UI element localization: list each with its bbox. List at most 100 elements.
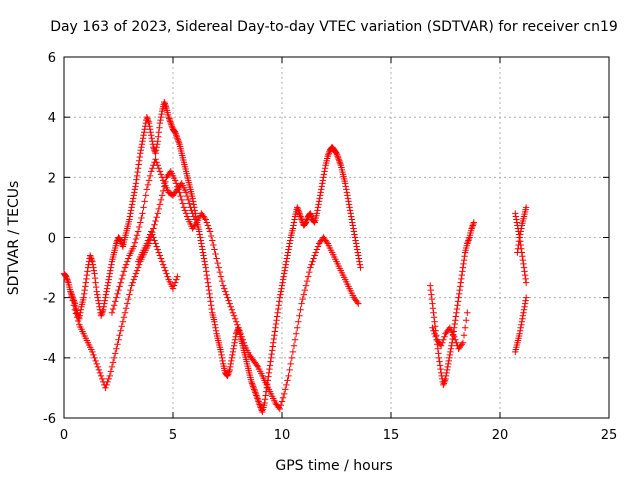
data-point	[519, 253, 526, 260]
data-point	[522, 204, 530, 211]
data-point	[108, 363, 116, 371]
data-point	[106, 273, 113, 280]
data-point	[105, 276, 112, 283]
data-point	[133, 267, 141, 274]
data-point	[159, 261, 167, 268]
data-point	[431, 323, 439, 330]
data-point	[282, 261, 290, 268]
data-point	[122, 261, 130, 268]
data-point	[98, 309, 106, 316]
data-point	[346, 207, 354, 214]
data-point	[280, 390, 288, 398]
data-point	[342, 180, 349, 187]
data-point	[451, 333, 458, 340]
data-point	[465, 235, 473, 243]
data-point	[64, 277, 72, 285]
data-point	[439, 339, 446, 346]
data-point	[142, 192, 149, 199]
data-point	[119, 318, 127, 325]
data-point	[226, 300, 233, 307]
data-point	[190, 201, 197, 208]
data-point	[304, 273, 312, 280]
data-point	[107, 368, 115, 375]
data-point	[135, 161, 142, 168]
data-point	[126, 213, 134, 220]
data-point	[254, 396, 262, 404]
data-point	[521, 300, 529, 307]
data-point	[229, 348, 237, 356]
data-point	[91, 354, 98, 362]
data-point	[458, 275, 465, 283]
data-point	[99, 308, 106, 315]
data-point	[165, 113, 172, 121]
data-point	[248, 380, 256, 387]
data-point	[151, 221, 158, 228]
data-point	[68, 292, 75, 300]
data-point	[452, 313, 460, 320]
data-point	[522, 297, 529, 304]
data-point	[342, 183, 349, 190]
data-point	[230, 312, 238, 319]
data-point	[249, 381, 256, 389]
data-point	[343, 189, 351, 196]
data-point	[108, 261, 115, 268]
data-point	[443, 366, 451, 374]
data-point	[316, 195, 323, 202]
data-point	[519, 315, 526, 322]
data-point	[451, 320, 458, 328]
data-point	[465, 237, 472, 244]
data-point	[240, 339, 248, 346]
data-point	[351, 231, 358, 238]
data-point	[307, 264, 314, 271]
data-point	[139, 210, 146, 217]
data-point	[520, 264, 528, 271]
data-point	[122, 304, 130, 312]
data-point	[298, 300, 305, 307]
data-point	[522, 279, 530, 286]
data-point	[463, 317, 470, 324]
data-point	[344, 192, 351, 199]
data-point	[276, 298, 283, 305]
data-point	[461, 324, 469, 331]
data-point	[280, 273, 287, 280]
data-point	[347, 210, 354, 217]
data-point	[348, 213, 355, 220]
data-point	[470, 219, 478, 226]
x-tick-label: 20	[492, 428, 509, 443]
data-point	[179, 200, 187, 207]
data-point	[249, 383, 257, 390]
data-point	[136, 223, 143, 231]
data-point	[269, 343, 276, 350]
data-point	[297, 306, 304, 313]
data-point	[117, 237, 124, 244]
data-point	[227, 303, 234, 310]
data-point	[234, 321, 241, 328]
data-point	[284, 252, 291, 259]
data-point	[227, 360, 234, 368]
data-point	[158, 258, 166, 265]
data-point	[294, 205, 302, 213]
data-point	[228, 354, 236, 362]
data-point	[356, 258, 363, 265]
data-point	[452, 317, 459, 324]
data-point	[267, 354, 275, 362]
data-point	[161, 98, 168, 106]
data-point	[512, 213, 520, 220]
data-point	[286, 240, 293, 247]
data-point	[261, 395, 269, 403]
data-point	[80, 290, 88, 298]
data-point	[436, 358, 443, 365]
data-point	[108, 309, 116, 316]
data-point	[118, 275, 125, 283]
data-point	[120, 268, 128, 275]
data-point	[222, 288, 229, 295]
data-point	[132, 183, 139, 190]
data-point	[102, 384, 109, 392]
data-point	[174, 135, 181, 142]
y-tick-label: -6	[43, 412, 56, 427]
data-point	[204, 279, 212, 286]
data-point	[315, 198, 323, 205]
data-point	[452, 336, 459, 343]
data-point	[156, 119, 164, 127]
data-point	[172, 130, 179, 137]
